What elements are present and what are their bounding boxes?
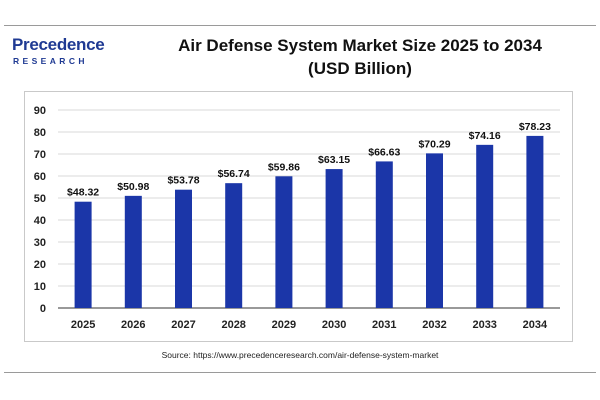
logo-subtitle: RESEARCH: [13, 56, 88, 66]
bar: [375, 161, 393, 308]
y-tick-label: 60: [34, 171, 46, 183]
bar: [175, 189, 192, 308]
data-label: $74.16: [469, 130, 501, 142]
bar: [526, 135, 544, 308]
data-label: $63.15: [318, 154, 350, 166]
bar: [124, 195, 142, 308]
chart-title: Air Defense System Market Size 2025 to 2…: [178, 36, 542, 55]
y-tick-label: 70: [34, 149, 46, 161]
x-tick-label: 2033: [472, 319, 496, 331]
bar: [476, 144, 494, 308]
chart-subtitle: (USD Billion): [308, 59, 412, 78]
x-tick-label: 2031: [372, 319, 396, 331]
data-label: $53.78: [167, 175, 199, 187]
bar: [325, 169, 343, 308]
x-tick-label: 2029: [272, 319, 296, 331]
x-tick-label: 2034: [523, 319, 548, 331]
x-tick-label: 2028: [221, 319, 245, 331]
logo-name: Precedence: [12, 35, 105, 54]
y-tick-label: 0: [40, 303, 46, 315]
bar: [275, 176, 293, 308]
data-label: $48.32: [67, 187, 99, 199]
y-tick-label: 10: [34, 281, 46, 293]
y-tick-label: 20: [34, 259, 46, 271]
y-tick-label: 50: [34, 193, 46, 205]
data-label: $78.23: [519, 121, 551, 133]
bar: [74, 201, 92, 308]
y-tick-label: 40: [34, 215, 46, 227]
y-tick-label: 90: [34, 105, 46, 117]
y-tick-label: 80: [34, 127, 46, 139]
bar: [225, 183, 243, 308]
data-label: $59.86: [268, 161, 300, 173]
x-tick-label: 2027: [171, 319, 195, 331]
brand-logo: Precedence RESEARCH: [12, 35, 105, 71]
x-tick-label: 2025: [71, 319, 95, 331]
chart-frame: [4, 25, 596, 373]
y-tick-label: 30: [34, 237, 46, 249]
data-label: $70.29: [418, 138, 450, 150]
plot-area-border: [24, 91, 573, 342]
x-tick-label: 2026: [121, 319, 145, 331]
data-label: $66.63: [368, 146, 400, 158]
x-tick-label: 2032: [422, 319, 446, 331]
x-tick-label: 2030: [322, 319, 346, 331]
data-label: $50.98: [117, 181, 149, 193]
data-label: $56.74: [218, 168, 250, 180]
bar: [426, 153, 443, 308]
source-note: Source: https://www.precedenceresearch.c…: [161, 350, 439, 360]
